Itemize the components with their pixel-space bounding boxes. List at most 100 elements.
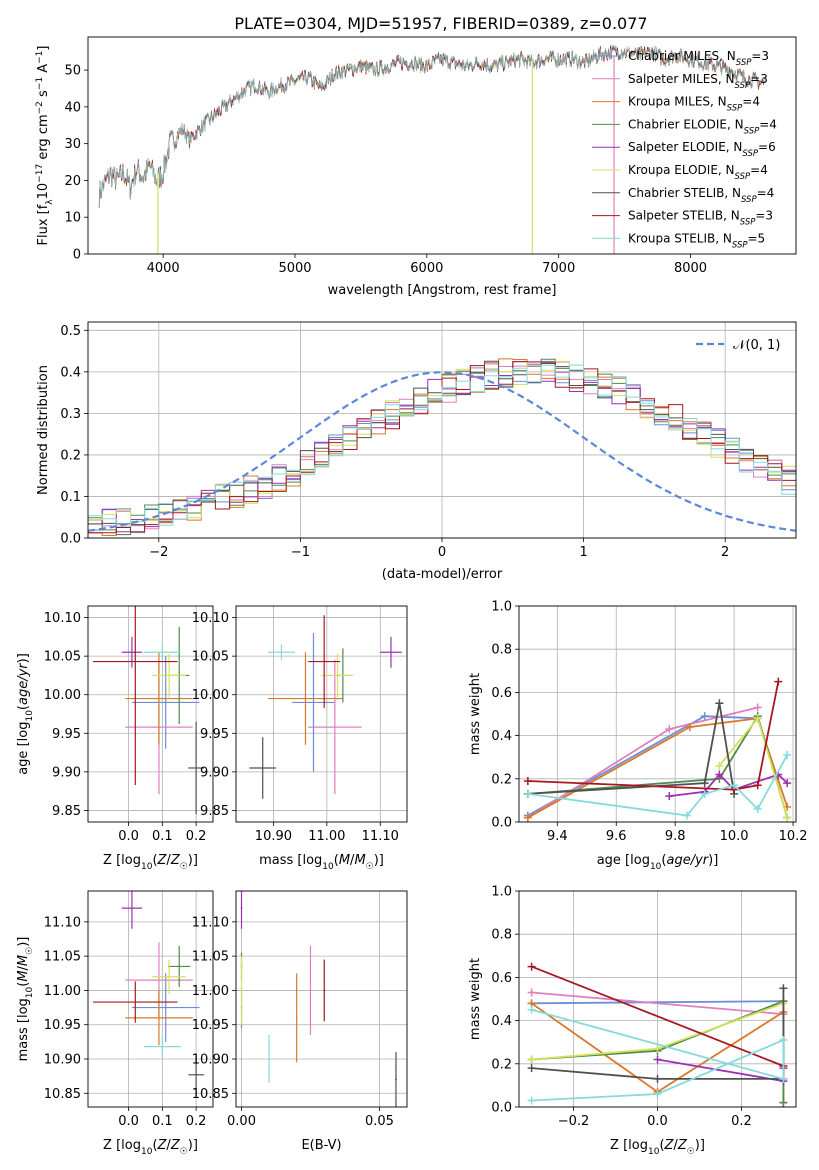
- weight-marker: [700, 779, 709, 788]
- legend-entry: Salpeter STELIB, NSSP=3: [628, 209, 773, 228]
- age-vs-Z-panel: 0.0 0.1 0.2 9.85 9.90 9.95 10.00 10.05 10.10 Z [l…: [16, 605, 214, 872]
- weight-marker: [653, 1044, 662, 1053]
- weight-marker: [753, 703, 762, 712]
- y-tick-label: 0.2: [491, 772, 512, 787]
- age-vs-mass-panel: 10.90 11.00 11.10 9.85 9.90 9.95 10.00 10.05 10.…: [192, 605, 408, 872]
- weight-marker: [700, 789, 709, 798]
- x-axis-label: Z [log10(Z/Z☉)]: [103, 1138, 198, 1157]
- weight-marker: [753, 781, 762, 790]
- weight-marker: [527, 962, 536, 971]
- y-tick-label: 0.4: [60, 365, 81, 380]
- y-tick-label: 10: [64, 211, 81, 226]
- y-tick-label: 10.85: [44, 1087, 81, 1102]
- y-tick-label: 9.90: [52, 765, 81, 780]
- x-tick-label: 4000: [147, 261, 180, 276]
- weight-marker: [774, 677, 783, 686]
- y-tick-label: 11.05: [44, 950, 81, 965]
- axes-frame: [87, 36, 797, 255]
- x-axis-label: (data-model)/error: [382, 567, 503, 582]
- weight-lines: [527, 962, 788, 1107]
- y-tick-label: 10.00: [44, 688, 81, 703]
- x-axis-label: mass [log10(M/M☉)]: [259, 853, 384, 872]
- weight-line: [527, 681, 780, 791]
- y-tick-label: 0.6: [491, 971, 512, 986]
- y-tick-label: 0.0: [491, 1101, 512, 1116]
- x-tick-label: 9.8: [665, 829, 686, 844]
- x-tick-label: −1: [291, 545, 310, 560]
- y-tick-label: 11.10: [44, 915, 81, 930]
- x-tick-label: 9.6: [606, 829, 627, 844]
- x-tick-label: 2: [721, 545, 729, 560]
- legend-entry: Salpeter ELODIE, NSSP=6: [628, 140, 776, 159]
- weight-marker: [527, 1055, 536, 1064]
- axes-frame: [518, 890, 797, 1108]
- weight-marker: [527, 1005, 536, 1014]
- weight-marker: [523, 789, 532, 798]
- y-tick-label: 10.00: [192, 688, 229, 703]
- spectrum-panel: 4000 5000 6000 7000 8000 0 10 20 30 40 50 Chabrier …: [35, 36, 797, 298]
- y-tick-label: 10.85: [192, 1087, 229, 1102]
- y-tick-label: 0.6: [491, 686, 512, 701]
- y-tick-label: 0.4: [491, 1014, 512, 1029]
- x-axis-label: E(B-V): [301, 1138, 341, 1153]
- y-tick-label: 9.95: [200, 727, 229, 742]
- y-tick-label: 0.8: [491, 643, 512, 658]
- weight-marker: [527, 1064, 536, 1073]
- y-tick-label: 1.0: [491, 885, 512, 900]
- weight-line: [527, 703, 735, 795]
- legend-entry: Kroupa MILES, NSSP=4: [628, 95, 760, 114]
- legend-entry: Chabrier ELODIE, NSSP=4: [628, 117, 777, 136]
- figure-title: PLATE=0304, MJD=51957, FIBERID=0389, z=0…: [234, 14, 647, 33]
- weight-marker: [715, 770, 724, 779]
- weight-line: [527, 717, 789, 819]
- histogram-step: [88, 364, 796, 527]
- x-tick-label: 8000: [674, 261, 707, 276]
- y-tick-label: 0.0: [60, 532, 81, 547]
- y-axis-label: Flux [fλ10−17 erg cm−2 s−1 A−1]: [35, 46, 55, 246]
- weight-line: [531, 965, 784, 1067]
- x-tick-label: 10.0: [720, 829, 749, 844]
- weight-lines: [523, 677, 792, 822]
- y-tick-label: 20: [64, 174, 81, 189]
- weight-line: [527, 754, 788, 817]
- y-tick-label: 10.95: [44, 1018, 81, 1033]
- weight-marker: [665, 725, 674, 734]
- weight-marker: [753, 805, 762, 814]
- weight-marker: [783, 813, 792, 822]
- weight-marker: [715, 699, 724, 708]
- y-tick-label: 0.8: [491, 928, 512, 943]
- x-tick-label: 0.2: [186, 1114, 207, 1129]
- x-tick-label: 5000: [278, 261, 311, 276]
- weight-marker: [665, 792, 674, 801]
- y-tick-label: 10.95: [192, 1018, 229, 1033]
- x-tick-label: 6000: [410, 261, 443, 276]
- x-tick-label: −2: [149, 545, 168, 560]
- weight-marker: [730, 781, 739, 790]
- x-tick-label: 0.1: [152, 1114, 173, 1129]
- y-tick-label: 0.2: [491, 1057, 512, 1072]
- x-tick-label: 9.4: [547, 829, 568, 844]
- weight-line: [531, 988, 785, 1080]
- axes-frame: [518, 605, 797, 823]
- y-tick-label: 10.10: [192, 611, 229, 626]
- weight-marker: [715, 761, 724, 770]
- y-tick-label: 0.0: [491, 816, 512, 831]
- x-axis-label: wavelength [Angstrom, rest frame]: [328, 283, 557, 298]
- histograms: [88, 358, 796, 536]
- y-tick-label: 0.4: [491, 729, 512, 744]
- normal-curve: [88, 371, 796, 532]
- x-tick-label: 0.2: [731, 1114, 752, 1129]
- weight-marker: [653, 1090, 662, 1099]
- weight-marker: [700, 712, 709, 721]
- x-tick-label: 7000: [542, 261, 575, 276]
- weight-marker: [783, 779, 792, 788]
- y-tick-label: 11.10: [192, 915, 229, 930]
- y-tick-label: 9.95: [52, 727, 81, 742]
- weight-marker: [653, 1055, 662, 1064]
- legend-entry: Kroupa STELIB, NSSP=5: [628, 231, 765, 250]
- error-bars: [93, 606, 204, 815]
- weight-marker: [527, 988, 536, 997]
- y-tick-label: 40: [64, 100, 81, 115]
- weight-line: [531, 1000, 784, 1005]
- x-axis-label: Z [log10(Z/Z☉)]: [610, 1138, 705, 1157]
